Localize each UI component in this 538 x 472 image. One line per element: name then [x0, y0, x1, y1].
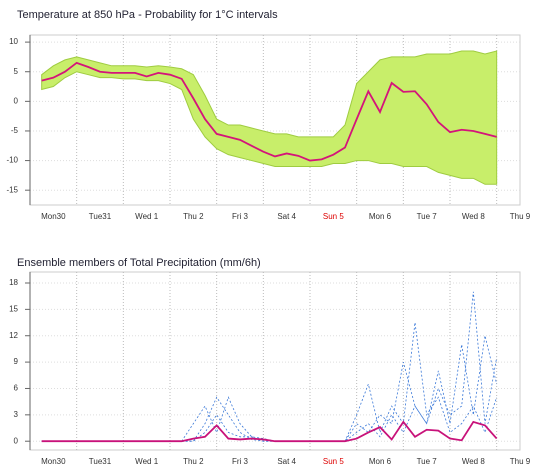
x-tick-label: Wed 1 [135, 212, 159, 221]
member-line [41, 335, 498, 442]
y-tick-label: 5 [14, 67, 19, 76]
x-tick-label: Tue31 [89, 457, 112, 466]
y-tick-label: 15 [9, 304, 18, 313]
x-tick-label: Sat 4 [277, 457, 296, 466]
y-tick-label: 0 [14, 96, 19, 105]
x-tick-label: Thu 9 [510, 212, 531, 221]
x-tick-label: Mon 6 [369, 457, 392, 466]
chart-title: Temperature at 850 hPa - Probability for… [17, 9, 278, 21]
x-tick-label: Thu 2 [183, 212, 204, 221]
x-tick-label: Sat 4 [277, 212, 296, 221]
main-line [41, 61, 497, 162]
y-tick-label: -10 [6, 156, 18, 165]
x-tick-label: Wed 8 [462, 457, 486, 466]
plot-area [29, 271, 521, 451]
member-line [41, 322, 498, 442]
y-tick-label: 10 [9, 37, 18, 46]
main-line [41, 420, 498, 443]
x-tick-label: Thu 2 [183, 457, 204, 466]
x-tick-label: Mon30 [41, 457, 66, 466]
x-tick-label: Mon30 [41, 212, 66, 221]
y-tick-label: -5 [11, 126, 19, 135]
y-tick-label: 6 [14, 384, 19, 393]
member-line [41, 291, 498, 442]
x-tick-label: Fri 3 [232, 212, 249, 221]
x-tick-label: Sun 5 [323, 457, 344, 466]
probability-band [41, 50, 498, 185]
x-tick-label: Sun 5 [323, 212, 344, 221]
x-tick-label: Thu 9 [510, 457, 531, 466]
y-tick-label: -15 [6, 185, 18, 194]
y-tick-label: 9 [14, 357, 19, 366]
x-tick-label: Tue 7 [417, 457, 438, 466]
y-tick-label: 0 [14, 436, 19, 445]
x-tick-label: Tue31 [89, 212, 112, 221]
x-tick-label: Mon 6 [369, 212, 392, 221]
y-tick-label: 18 [9, 278, 18, 287]
y-tick-label: 3 [14, 410, 19, 419]
x-tick-label: Tue 7 [417, 212, 438, 221]
x-tick-label: Fri 3 [232, 457, 249, 466]
x-tick-label: Wed 8 [462, 212, 486, 221]
chart-title: Ensemble members of Total Precipitation … [17, 257, 261, 269]
y-tick-label: 12 [9, 331, 18, 340]
x-tick-label: Wed 1 [135, 457, 159, 466]
